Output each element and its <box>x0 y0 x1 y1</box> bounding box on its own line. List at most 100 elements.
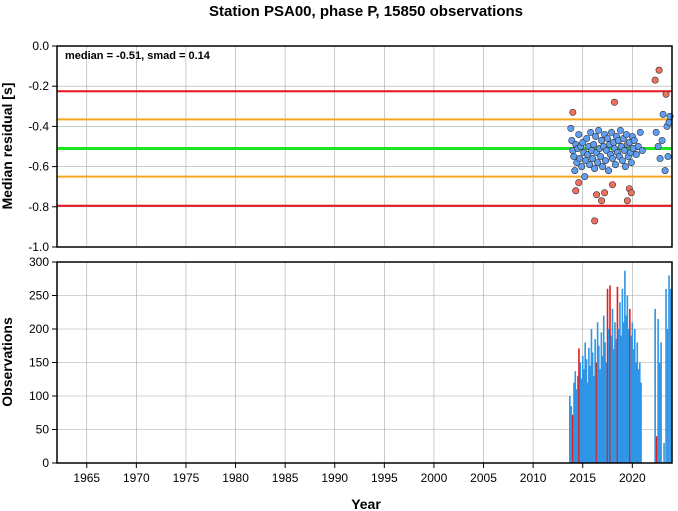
bar-57 <box>640 382 642 463</box>
bar-11 <box>583 369 585 463</box>
top-reference-lines <box>57 90 672 207</box>
x-tick-label-2005: 2005 <box>470 471 497 485</box>
top-y-tick-label--0.6: -0.6 <box>28 160 49 174</box>
bar-21 <box>595 362 598 463</box>
data-point-1-8 <box>610 98 618 106</box>
top-y-tick-label--0.4: -0.4 <box>28 119 49 133</box>
top-y-tick-label--1.0: -1.0 <box>28 240 49 254</box>
bar-61 <box>658 362 661 463</box>
bar-4 <box>574 371 577 463</box>
bar-39 <box>617 329 620 463</box>
data-point-1-5 <box>598 197 606 205</box>
bar-64 <box>665 288 667 463</box>
x-tick-label-1995: 1995 <box>371 471 398 485</box>
top-plot-frame <box>56 45 673 248</box>
top-y-ticks: 0.0 -0.2 -0.4 -0.6 -0.8 -1.0 <box>28 39 57 254</box>
bar-49 <box>630 335 632 463</box>
data-point-0-31 <box>598 136 606 144</box>
bar-27 <box>602 315 605 463</box>
data-point-0-52 <box>618 157 626 165</box>
bar-31 <box>607 329 610 463</box>
data-point-0-0 <box>567 124 575 132</box>
data-point-0-27 <box>594 159 602 167</box>
data-point-0-74 <box>661 167 669 175</box>
data-point-0-28 <box>595 126 603 134</box>
bar-53 <box>635 362 637 463</box>
data-point-0-73 <box>659 110 667 118</box>
bar-14 <box>586 382 589 463</box>
bar-38 <box>616 286 619 463</box>
bar-66 <box>668 275 670 463</box>
bar-16 <box>589 365 591 463</box>
bar-44 <box>624 270 626 463</box>
bottom-y-axis-label: Observations <box>0 317 15 407</box>
data-point-0-19 <box>586 161 594 169</box>
bar-34 <box>611 308 614 463</box>
top-y-axis-label: Median residual [s] <box>0 83 15 210</box>
bar-58 <box>654 308 656 463</box>
data-point-1-13 <box>655 66 663 74</box>
stats-annotation: median = -0.51, smad = 0.14 <box>65 50 211 62</box>
x-tick-label-2020: 2020 <box>619 471 646 485</box>
data-point-0-42 <box>608 155 616 163</box>
data-point-0-38 <box>605 167 613 175</box>
top-points <box>567 66 674 225</box>
data-point-0-72 <box>658 136 666 144</box>
data-point-1-12 <box>651 76 659 84</box>
bar-54 <box>636 342 639 463</box>
bar-7 <box>578 348 580 463</box>
bar-51 <box>632 349 635 463</box>
data-point-1-9 <box>623 197 631 205</box>
bar-59 <box>655 436 658 463</box>
data-point-0-65 <box>632 151 640 159</box>
bar-3 <box>573 382 575 463</box>
bar-23 <box>597 345 600 463</box>
bar-36 <box>614 322 616 463</box>
bar-10 <box>581 355 584 463</box>
bottom-y-tick-label-300: 300 <box>29 255 49 269</box>
data-point-0-55 <box>621 163 629 171</box>
data-point-0-23 <box>590 140 598 148</box>
bar-33 <box>610 335 613 463</box>
data-point-0-68 <box>638 147 646 155</box>
top-y-tick-label--0.8: -0.8 <box>28 200 49 214</box>
data-point-0-32 <box>599 163 607 171</box>
top-panel: 0.0 -0.2 -0.4 -0.6 -0.8 -1.0 median = -0.51, … <box>0 39 674 254</box>
bottom-y-tick-label-50: 50 <box>36 423 50 437</box>
bar-45 <box>625 315 627 463</box>
x-tick-label-2010: 2010 <box>520 471 547 485</box>
data-point-0-37 <box>604 134 612 142</box>
data-point-0-45 <box>611 161 619 169</box>
data-point-1-7 <box>608 181 616 189</box>
bar-24 <box>599 369 601 463</box>
data-point-0-22 <box>589 155 597 163</box>
bar-18 <box>591 352 594 463</box>
x-tick-label-1970: 1970 <box>123 471 150 485</box>
x-tick-label-1965: 1965 <box>73 471 100 485</box>
bar-0 <box>569 396 571 463</box>
bar-32 <box>609 285 611 463</box>
x-tick-label-2015: 2015 <box>569 471 596 485</box>
bar-43 <box>622 322 625 463</box>
data-point-1-11 <box>627 189 635 197</box>
bar-62 <box>660 342 662 463</box>
data-point-0-3 <box>570 153 578 161</box>
data-point-0-8 <box>575 130 583 138</box>
bar-5 <box>575 389 578 463</box>
data-point-0-9 <box>576 155 584 163</box>
data-point-1-1 <box>572 187 580 195</box>
bottom-bars <box>569 270 672 463</box>
bar-35 <box>612 349 615 463</box>
data-point-0-20 <box>587 128 595 136</box>
data-point-0-16 <box>583 134 591 142</box>
bar-67 <box>669 288 672 463</box>
data-point-0-64 <box>630 136 638 144</box>
data-point-0-4 <box>571 167 579 175</box>
data-point-0-56 <box>622 130 630 138</box>
bar-55 <box>637 369 640 463</box>
bar-2 <box>572 414 574 463</box>
data-point-0-76 <box>664 153 672 161</box>
bottom-x-ticks: 1965 1970 1975 1980 1985 1990 1995 2000 2005 2010… <box>73 463 646 485</box>
